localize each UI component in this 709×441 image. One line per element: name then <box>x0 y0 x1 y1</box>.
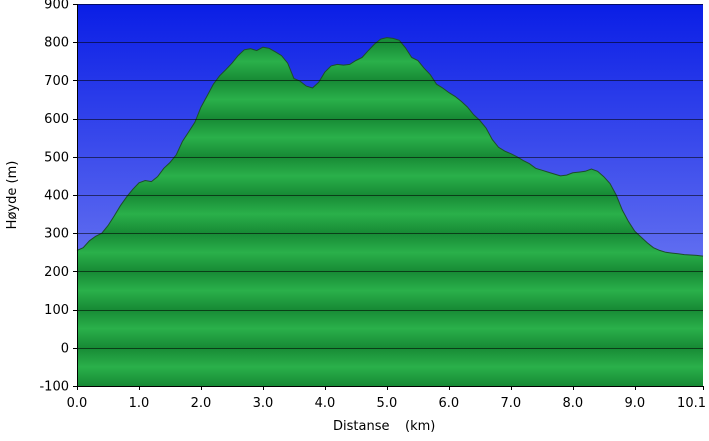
x-tick-label: 7.0 <box>501 396 522 411</box>
y-axis-title: Høyde (m) <box>5 161 20 230</box>
y-tick-label: 800 <box>44 36 69 51</box>
y-axis-tick-labels: -100 0 100 200 300 400 500 600 700 800 900 <box>39 0 69 395</box>
elevation-area-fill <box>77 37 703 386</box>
y-tick-label: 900 <box>44 0 69 13</box>
x-tick-label: 8.0 <box>562 396 583 411</box>
x-tick-label: 6.0 <box>439 396 460 411</box>
x-axis-title: Distanse <box>333 419 389 434</box>
x-axis-unit: (km) <box>405 419 435 434</box>
x-tick-label: 3.0 <box>253 396 274 411</box>
y-tick-label: 200 <box>44 265 69 280</box>
x-tick-label: 0.0 <box>67 396 88 411</box>
gridlines <box>77 4 703 349</box>
x-tick-label: 5.0 <box>377 396 398 411</box>
y-tick-label: 0 <box>61 341 69 356</box>
x-tick-label: 4.0 <box>315 396 336 411</box>
x-tick-label: 10.1 <box>677 396 706 411</box>
y-tick-label: 500 <box>44 150 69 165</box>
elevation-area <box>76 37 704 386</box>
x-tick-label: 1.0 <box>129 396 150 411</box>
y-tick-label: 400 <box>44 189 69 204</box>
y-tick-label: 600 <box>44 112 69 127</box>
x-tick-label: 2.0 <box>191 396 212 411</box>
y-tick-label: 700 <box>44 74 69 89</box>
y-tick-label: 300 <box>44 227 69 242</box>
y-tick-label: 100 <box>44 303 69 318</box>
elevation-line <box>76 37 704 257</box>
x-tick-label: 9.0 <box>624 396 645 411</box>
x-axis-tick-labels: 0.0 1.0 2.0 3.0 4.0 5.0 6.0 7.0 8.0 9.0 10.1 <box>67 396 706 411</box>
axes <box>73 4 704 390</box>
y-tick-label: -100 <box>39 380 69 395</box>
